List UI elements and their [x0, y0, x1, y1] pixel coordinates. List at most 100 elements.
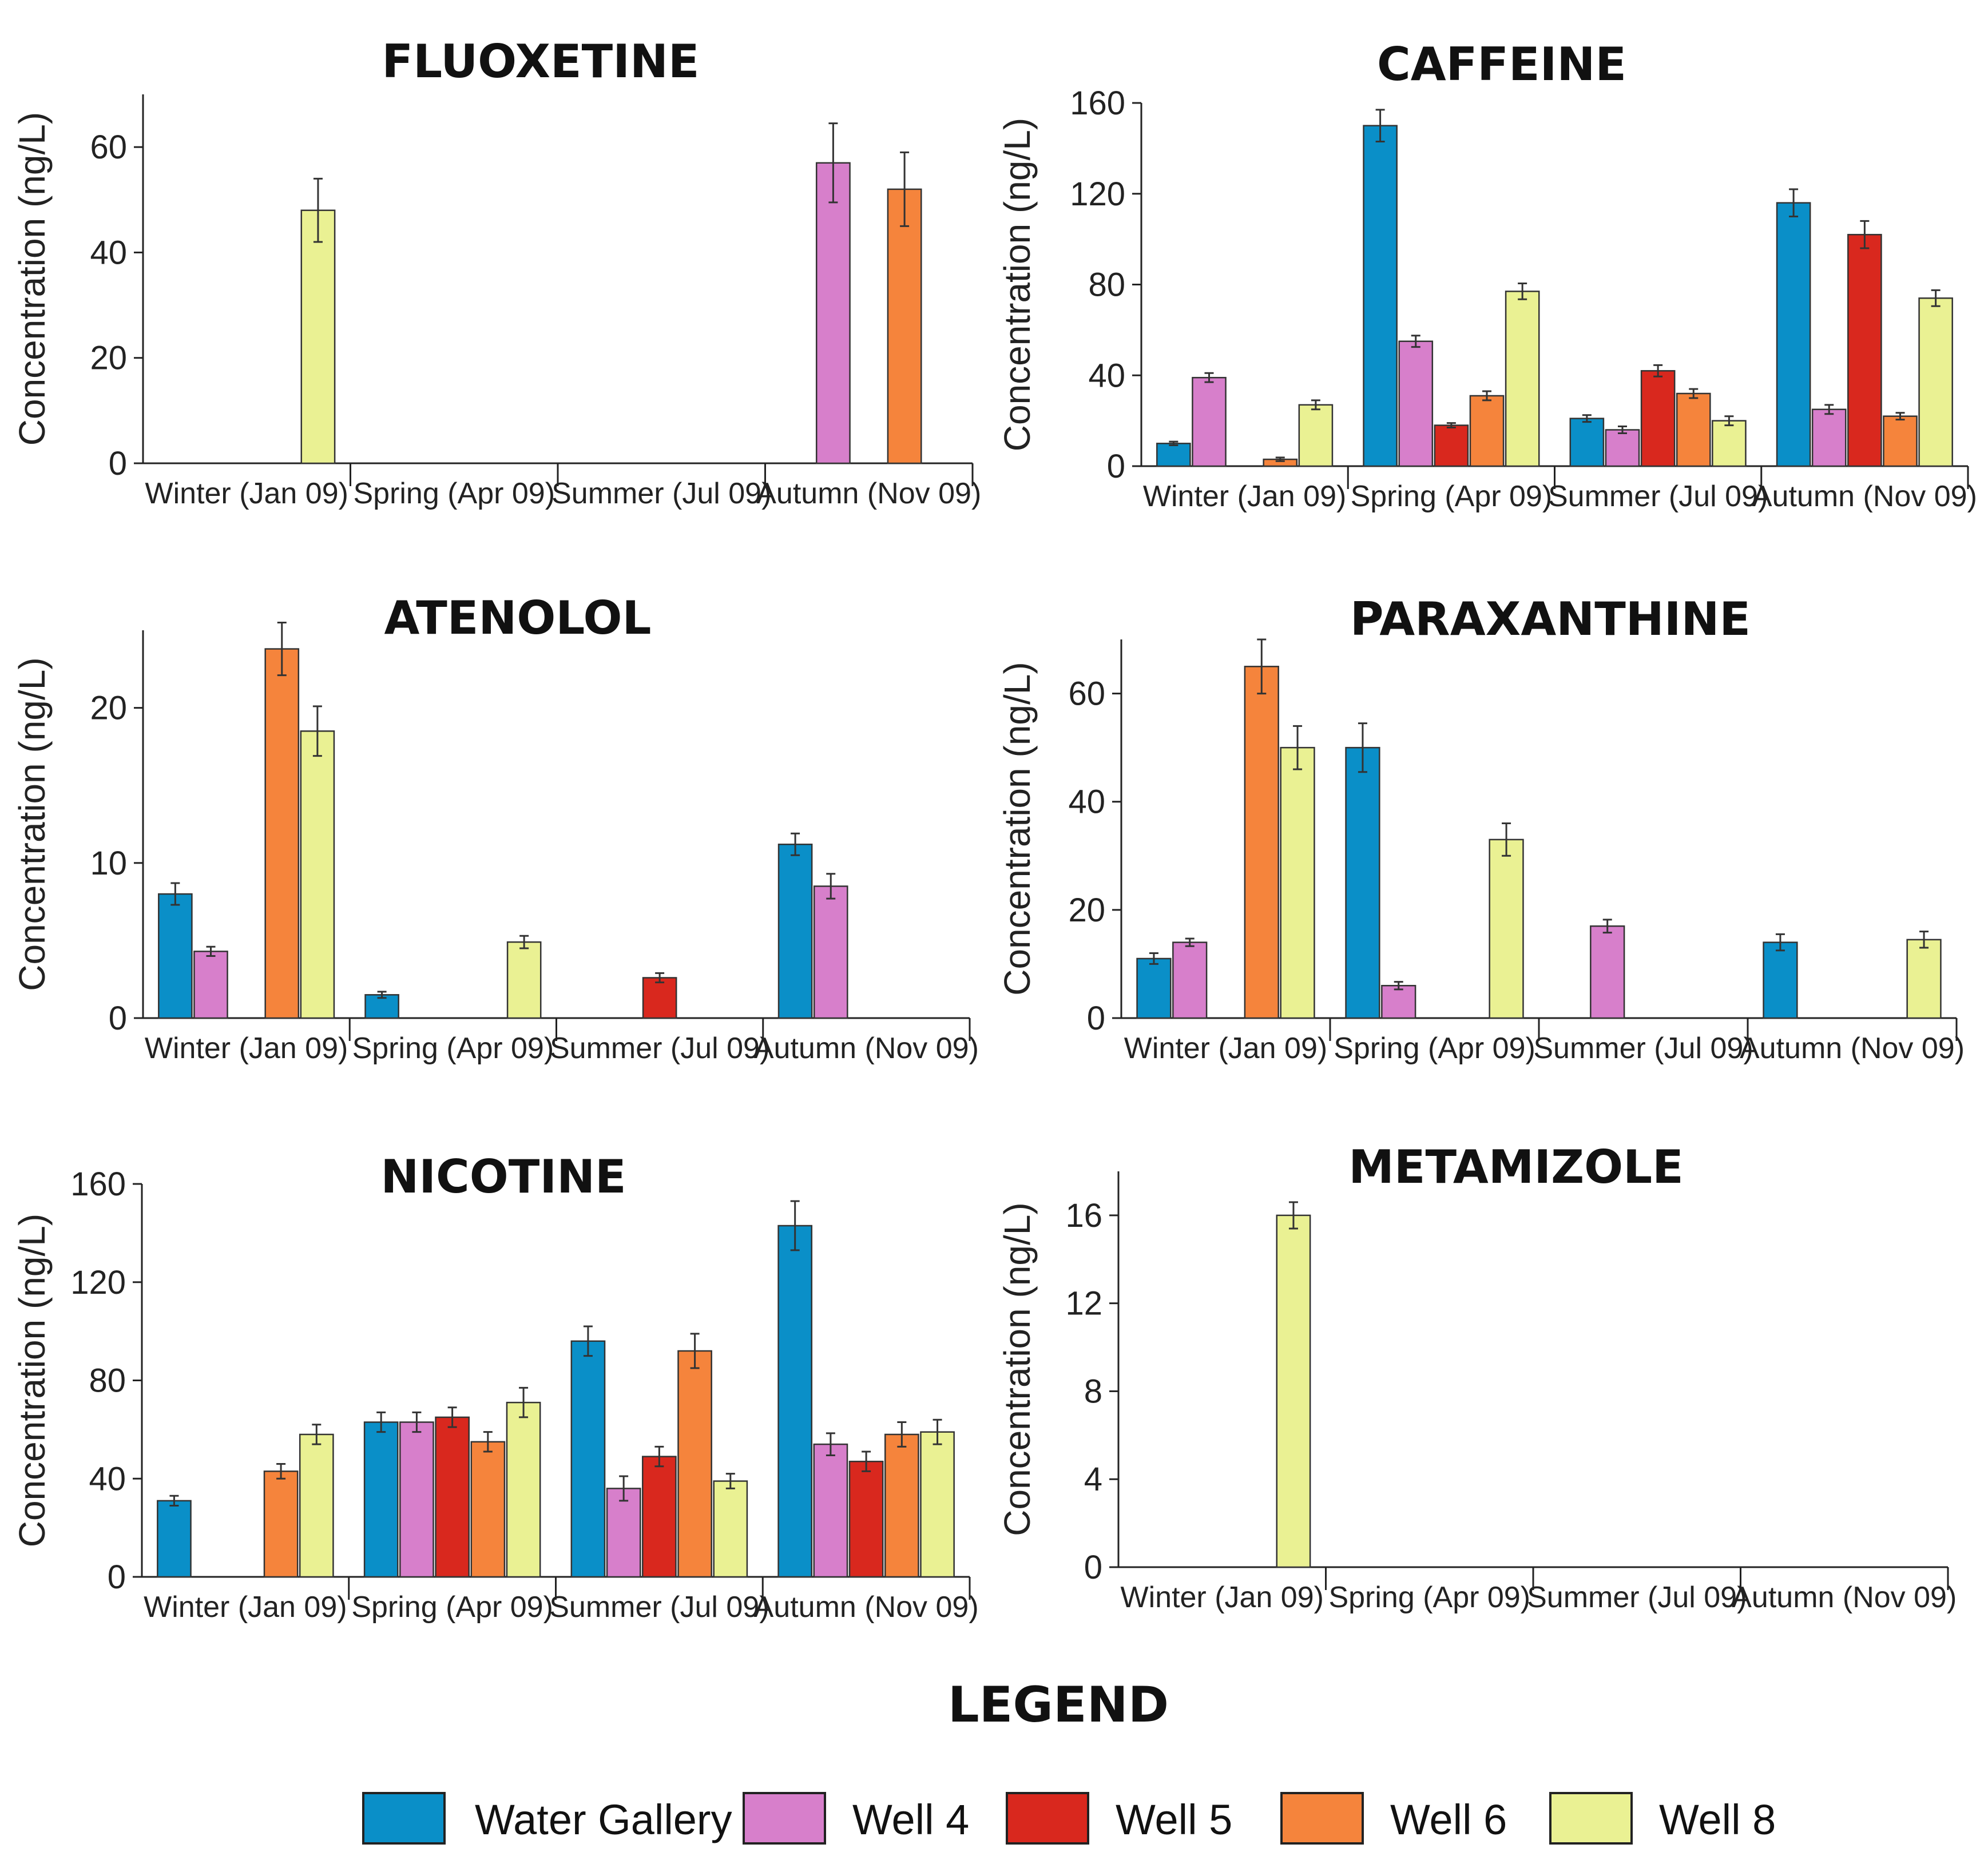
caffeine-bar-well-5	[1640, 370, 1676, 467]
paraxanthine-bar-well-8	[1906, 939, 1942, 1019]
nicotine-bar-well-4	[399, 1421, 434, 1578]
metamizole-x-tick-label: Autumn (Nov 09)	[1732, 1581, 1957, 1614]
paraxanthine-error-bar	[1602, 919, 1612, 934]
atenolol-error-bar	[312, 705, 322, 757]
nicotine-title: NICOTINE	[380, 1150, 626, 1203]
legend-label-well-6: Well 6	[1390, 1796, 1507, 1843]
paraxanthine-error-bar	[1775, 933, 1785, 952]
nicotine-y-tick-label: 40	[89, 1460, 126, 1497]
fluoxetine-error-bar	[313, 177, 323, 243]
paraxanthine-error-bar	[1919, 931, 1929, 949]
legend-swatch-water-gallery	[362, 1792, 446, 1845]
paraxanthine-error-bar	[1257, 638, 1267, 695]
metamizole-x-tick-label: Winter (Jan 09)	[1121, 1581, 1324, 1614]
nicotine-y-tick-label: 160	[70, 1166, 126, 1203]
caffeine-bar-well-4	[1398, 340, 1434, 467]
fluoxetine-error-bar	[900, 151, 910, 227]
legend-swatch-well-5	[1006, 1792, 1089, 1845]
paraxanthine-bar-water-gallery	[1763, 941, 1798, 1019]
caffeine-x-tick-label: Summer (Jul 09)	[1548, 480, 1768, 513]
atenolol-x-tick-label: Summer (Jul 09)	[550, 1032, 769, 1065]
nicotine-x-tick-label: Autumn (Nov 09)	[754, 1591, 979, 1624]
legend-item-well-4: Well 4	[743, 1792, 969, 1845]
nicotine-error-bar	[690, 1333, 700, 1369]
atenolol-bar-water-gallery	[777, 844, 813, 1019]
nicotine-y-tick-label: 0	[108, 1559, 126, 1596]
atenolol-error-bar	[170, 882, 180, 906]
paraxanthine-error-bar	[1394, 981, 1403, 991]
nicotine-bar-water-gallery	[570, 1340, 606, 1578]
nicotine-bar-well-8	[506, 1401, 541, 1578]
caffeine-error-bar	[1824, 404, 1834, 415]
caffeine-y-tick-label: 0	[1107, 448, 1125, 485]
paraxanthine-bar-well-6	[1244, 666, 1279, 1019]
nicotine-error-bar	[583, 1325, 593, 1357]
fluoxetine-y-tick-label: 0	[109, 445, 127, 482]
nicotine-bar-well-8	[713, 1480, 748, 1578]
caffeine-error-bar	[1860, 220, 1870, 249]
legend-label-well-8: Well 8	[1659, 1796, 1776, 1843]
caffeine-bar-well-4	[1605, 429, 1640, 467]
nicotine-chart: NICOTINE Concentration (ng/L) 0 40 80 120 160 W…	[11, 1150, 979, 1624]
caffeine-bar-well-8	[1712, 420, 1747, 467]
paraxanthine-x-tick-label: Winter (Jan 09)	[1124, 1032, 1327, 1065]
legend: LEGEND Water Gallery Well 4 Well 5 Well 6 We…	[362, 1676, 1776, 1845]
caffeine-error-bar	[1446, 422, 1456, 429]
nicotine-y-tick-label: 120	[70, 1264, 126, 1301]
caffeine-bar-well-4	[1192, 376, 1227, 467]
fluoxetine-x-tick-label: Spring (Apr 09)	[353, 477, 555, 510]
nicotine-bar-water-gallery	[157, 1500, 192, 1578]
atenolol-bar-well-8	[506, 941, 542, 1019]
caffeine-error-bar	[1617, 426, 1627, 434]
legend-title: LEGEND	[948, 1676, 1169, 1734]
atenolol-error-bar	[655, 972, 665, 984]
fluoxetine-bar-well-6	[887, 188, 922, 464]
caffeine-error-bar	[1375, 109, 1385, 142]
nicotine-bar-well-6	[470, 1441, 506, 1578]
caffeine-error-bar	[1275, 456, 1285, 462]
fluoxetine-error-bar	[828, 122, 838, 204]
paraxanthine-error-bar	[1502, 822, 1511, 857]
caffeine-bar-well-6	[1883, 415, 1918, 467]
paraxanthine-x-tick-label: Autumn (Nov 09)	[1740, 1032, 1965, 1065]
atenolol-chart: ATENOLOL Concentration (ng/L) 0 10 20 Winter …	[11, 591, 979, 1065]
caffeine-error-bar	[1689, 388, 1699, 399]
atenolol-bar-well-4	[193, 951, 228, 1019]
nicotine-y-tick-label: 80	[89, 1362, 126, 1400]
nicotine-error-bar	[725, 1473, 735, 1489]
nicotine-bar-water-gallery	[363, 1421, 399, 1578]
caffeine-bar-well-6	[1469, 395, 1505, 467]
paraxanthine-error-bar	[1149, 952, 1158, 965]
fluoxetine-y-tick-label: 60	[90, 129, 127, 166]
fluoxetine-y-tick-label: 20	[90, 340, 127, 377]
caffeine-title: CAFFEINE	[1377, 38, 1626, 91]
nicotine-bar-well-6	[884, 1433, 919, 1578]
nicotine-bar-well-6	[677, 1350, 712, 1578]
metamizole-y-axis-title: Concentration (ng/L)	[997, 1202, 1038, 1536]
caffeine-y-tick-label: 160	[1070, 85, 1125, 122]
paraxanthine-x-tick-label: Summer (Jul 09)	[1533, 1032, 1753, 1065]
paraxanthine-error-bar	[1293, 725, 1303, 770]
caffeine-error-bar	[1931, 289, 1941, 307]
legend-label-well-5: Well 5	[1116, 1796, 1232, 1843]
metamizole-title: METAMIZOLE	[1348, 1140, 1684, 1194]
nicotine-error-bar	[483, 1431, 493, 1453]
caffeine-y-axis-title: Concentration (ng/L)	[997, 118, 1038, 451]
atenolol-title: ATENOLOL	[384, 591, 652, 645]
nicotine-error-bar	[276, 1462, 286, 1480]
metamizole-error-bar	[1288, 1201, 1298, 1230]
fluoxetine-y-tick-label: 40	[90, 234, 127, 271]
caffeine-error-bar	[1169, 440, 1178, 446]
legend-item-water-gallery: Water Gallery	[362, 1792, 732, 1845]
atenolol-x-tick-label: Spring (Apr 09)	[352, 1032, 554, 1065]
caffeine-bar-well-8	[1298, 404, 1334, 467]
paraxanthine-error-bar	[1358, 722, 1367, 773]
paraxanthine-bar-well-8	[1489, 838, 1524, 1019]
nicotine-bar-well-5	[435, 1416, 470, 1578]
nicotine-error-bar	[933, 1418, 942, 1445]
nicotine-bar-well-6	[263, 1470, 299, 1578]
legend-item-well-5: Well 5	[1006, 1792, 1232, 1845]
caffeine-bar-water-gallery	[1156, 443, 1191, 467]
caffeine-chart: CAFFEINE Concentration (ng/L) 0 40 80 120 160 W…	[997, 38, 1977, 513]
